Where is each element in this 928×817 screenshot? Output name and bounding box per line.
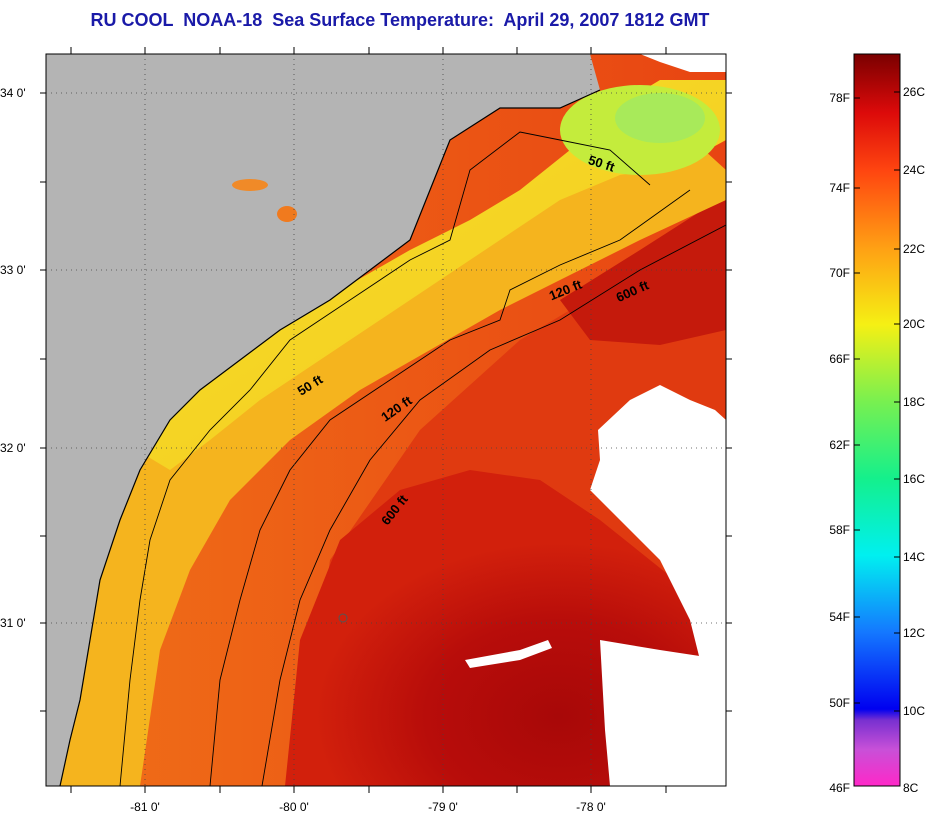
graticule (46, 54, 726, 786)
lat-label: 34 0' (0, 86, 26, 100)
colorbar-c-label: 12C (903, 626, 925, 640)
cloud-mask-southeast (600, 640, 726, 786)
colorbar-f-label: 46F (829, 781, 850, 795)
colorbar-ticks (854, 91, 900, 712)
colorbar-c-label: 26C (903, 85, 925, 99)
lat-label: 31 0' (0, 616, 26, 630)
inland-lake-1 (277, 206, 297, 222)
isobath-120ft (209, 189, 691, 786)
cloud-mask-bits (465, 640, 552, 668)
cloud-mask-northeast (640, 54, 726, 72)
buoy-marker (338, 613, 348, 623)
colorbar-c-label: 24C (903, 163, 925, 177)
lon-label: -81 0' (130, 800, 160, 814)
lon-label: -79 0' (428, 800, 458, 814)
nearshore-water (120, 80, 726, 470)
colorbar-c-label: 16C (903, 472, 925, 486)
colorbar-f-label: 58F (829, 523, 850, 537)
colorbar-f-label: 78F (829, 91, 850, 105)
colorbar-c-label: 20C (903, 317, 925, 331)
sst-map: 34 0' 33 0' 32 0' 31 0' -81 0' -80 0' -7… (0, 47, 732, 814)
gulf-stream-northeast (560, 195, 726, 345)
colorbar-c-label: 8C (903, 781, 919, 795)
cool-plume-core (615, 93, 705, 143)
colorbar-f-label: 54F (829, 610, 850, 624)
map-frame (45, 53, 727, 787)
inland-lake-2 (232, 179, 268, 191)
temperature-colorbar: 78F 74F 70F 66F 62F 58F 54F 50F 46F 26C … (829, 53, 925, 795)
land (46, 54, 600, 786)
colorbar-c-label: 14C (903, 550, 925, 564)
colorbar-f-label: 70F (829, 266, 850, 280)
cloud-mask-east (590, 385, 726, 660)
colorbar-gradient (853, 53, 901, 787)
lat-label: 33 0' (0, 263, 26, 277)
inner-shelf-water (46, 110, 726, 786)
colorbar-f-label: 50F (829, 696, 850, 710)
map-title: RU COOL NOAA-18 Sea Surface Temperature:… (90, 10, 710, 30)
colorbar-f-label: 74F (829, 181, 850, 195)
lon-label: -78 0' (576, 800, 606, 814)
isobath-600ft (261, 224, 726, 786)
colorbar-c-label: 10C (903, 704, 925, 718)
colorbar-f-label: 66F (829, 352, 850, 366)
lon-label: -80 0' (279, 800, 309, 814)
coastline (59, 89, 601, 786)
axis-ticks (40, 47, 732, 793)
colorbar-c-label: 22C (903, 242, 925, 256)
lat-label: 32 0' (0, 441, 26, 455)
colorbar-c-label: 18C (903, 395, 925, 409)
colorbar-f-label: 62F (829, 438, 850, 452)
